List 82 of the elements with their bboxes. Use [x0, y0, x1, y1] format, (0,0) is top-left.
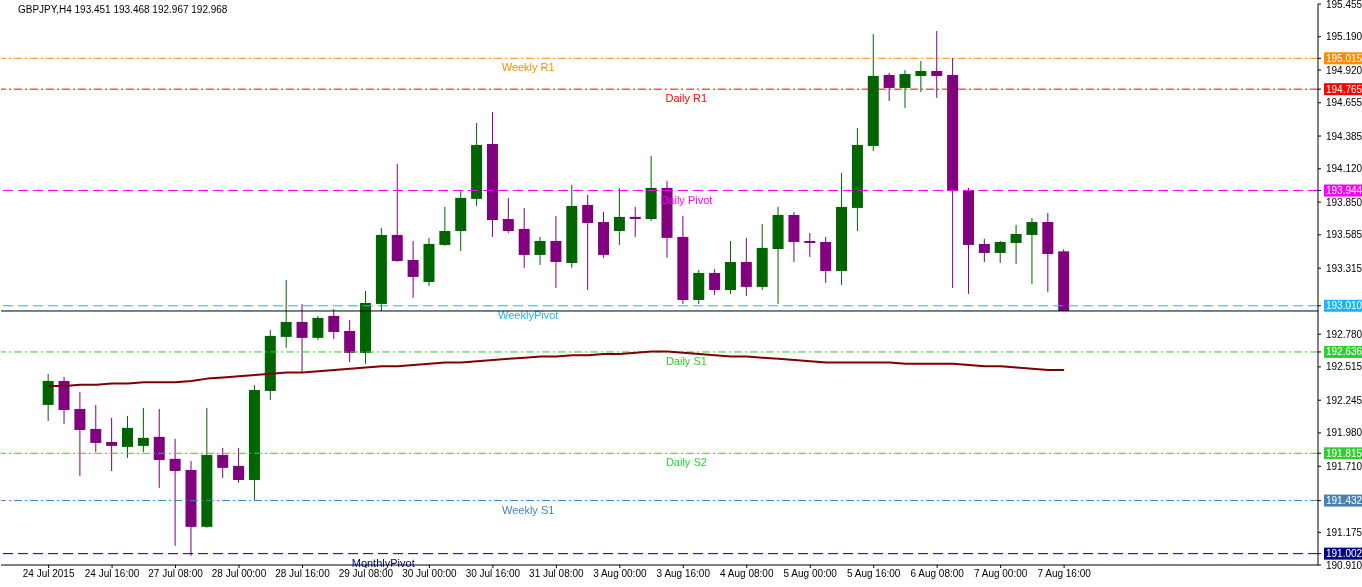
x-tick-label: 31 Jul 08:00: [529, 568, 585, 580]
candlestick: [74, 391, 86, 477]
candlestick: [312, 315, 324, 341]
candlestick: [296, 303, 308, 374]
x-tick-label: 6 Aug 08:00: [910, 568, 965, 580]
y-tick-label: 190.910: [1326, 559, 1362, 571]
y-tick-label: 191.980: [1326, 427, 1362, 439]
candlestick: [978, 238, 990, 263]
candlestick: [153, 408, 165, 489]
candlestick: [137, 407, 149, 453]
y-tick-label: 191.815: [1326, 447, 1362, 459]
candlestick: [106, 417, 118, 472]
candlestick: [122, 415, 134, 459]
ref-line-label: Daily R1: [665, 92, 708, 105]
ref-line-label: MonthlyPivot: [351, 556, 415, 569]
x-tick-label: 28 Jul 16:00: [275, 568, 331, 580]
ref-line-label: Weekly R1: [501, 61, 555, 74]
y-tick-label: 192.515: [1326, 361, 1362, 373]
candlestick: [407, 240, 419, 299]
ref-line-label: WeeklyPivot: [498, 308, 559, 321]
y-tick-label: 194.920: [1326, 64, 1362, 76]
y-tick-label: 195.455: [1326, 0, 1362, 10]
candlestick: [169, 438, 181, 547]
y-tick-label: 191.175: [1326, 526, 1362, 538]
y-tick-label: 192.780: [1326, 328, 1362, 340]
candlestick: [233, 447, 245, 484]
x-tick-label: 7 Aug 00:00: [973, 568, 1028, 580]
y-tick-label: 193.585: [1326, 229, 1362, 241]
candlestick: [1026, 217, 1038, 285]
x-tick-label: 3 Aug 00:00: [593, 568, 647, 580]
x-tick-label: 24 Jul 2015: [22, 568, 75, 580]
candlestick: [582, 194, 594, 291]
y-tick-label: 195.015: [1326, 52, 1362, 64]
candlestick: [709, 268, 721, 296]
candlestick: [439, 206, 451, 247]
y-tick-label: 194.120: [1326, 163, 1362, 175]
ref-line-label: Daily S1: [665, 354, 707, 367]
y-tick-label: 195.190: [1326, 31, 1362, 43]
candlestick: [90, 404, 102, 453]
x-tick-label: 7 Aug 16:00: [1037, 568, 1092, 580]
x-tick-label: 24 Jul 16:00: [84, 568, 140, 580]
candlestick: [883, 72, 895, 102]
y-tick-label: 193.315: [1326, 262, 1362, 274]
y-tick-label: 194.765: [1326, 83, 1362, 95]
x-tick-label: 30 Jul 00:00: [402, 568, 458, 580]
candlestick: [931, 30, 943, 99]
x-tick-label: 30 Jul 16:00: [465, 568, 521, 580]
y-tick-label: 191.002: [1326, 548, 1362, 560]
y-tick-label: 192.245: [1326, 394, 1362, 406]
chart-title: GBPJPY,H4 193.451 193.468 192.967 192.968: [18, 4, 228, 15]
y-tick-label: 191.710: [1326, 460, 1362, 472]
x-tick-label: 5 Aug 00:00: [783, 568, 838, 580]
y-tick-label: 191.432: [1326, 495, 1362, 507]
candlestick: [629, 206, 641, 238]
candlestick: [1010, 224, 1022, 265]
y-tick-label: 192.636: [1326, 346, 1362, 358]
x-tick-label: 28 Jul 00:00: [211, 568, 267, 580]
x-tick-label: 5 Aug 16:00: [847, 568, 901, 580]
candlestick: [42, 373, 54, 422]
ref-line-label: Weekly S1: [502, 503, 555, 516]
ref-line-label: Daily S2: [665, 456, 707, 469]
candlestick: [804, 232, 816, 258]
x-tick-label: 4 Aug 08:00: [720, 568, 774, 580]
candlestick: [502, 197, 514, 234]
x-tick-label: 27 Jul 08:00: [148, 568, 204, 580]
candlestick: [899, 69, 911, 109]
x-tick-label: 3 Aug 16:00: [656, 568, 711, 580]
candlestick: [534, 236, 546, 266]
candlestick: [550, 215, 562, 289]
candlestick: [994, 240, 1006, 264]
candlestick: [280, 279, 292, 349]
y-tick-label: 193.010: [1326, 300, 1362, 312]
candlestick: [328, 308, 340, 340]
candlestick: [915, 60, 927, 93]
y-tick-label: 193.850: [1326, 196, 1362, 208]
candlestick: [217, 447, 229, 479]
y-tick-label: 194.385: [1326, 130, 1362, 142]
y-tick-label: 194.655: [1326, 97, 1362, 109]
y-tick-label: 193.944: [1326, 185, 1362, 197]
candlestick: [344, 319, 356, 363]
candlestick: [613, 187, 625, 246]
x-tick-label: 29 Jul 08:00: [338, 568, 394, 580]
